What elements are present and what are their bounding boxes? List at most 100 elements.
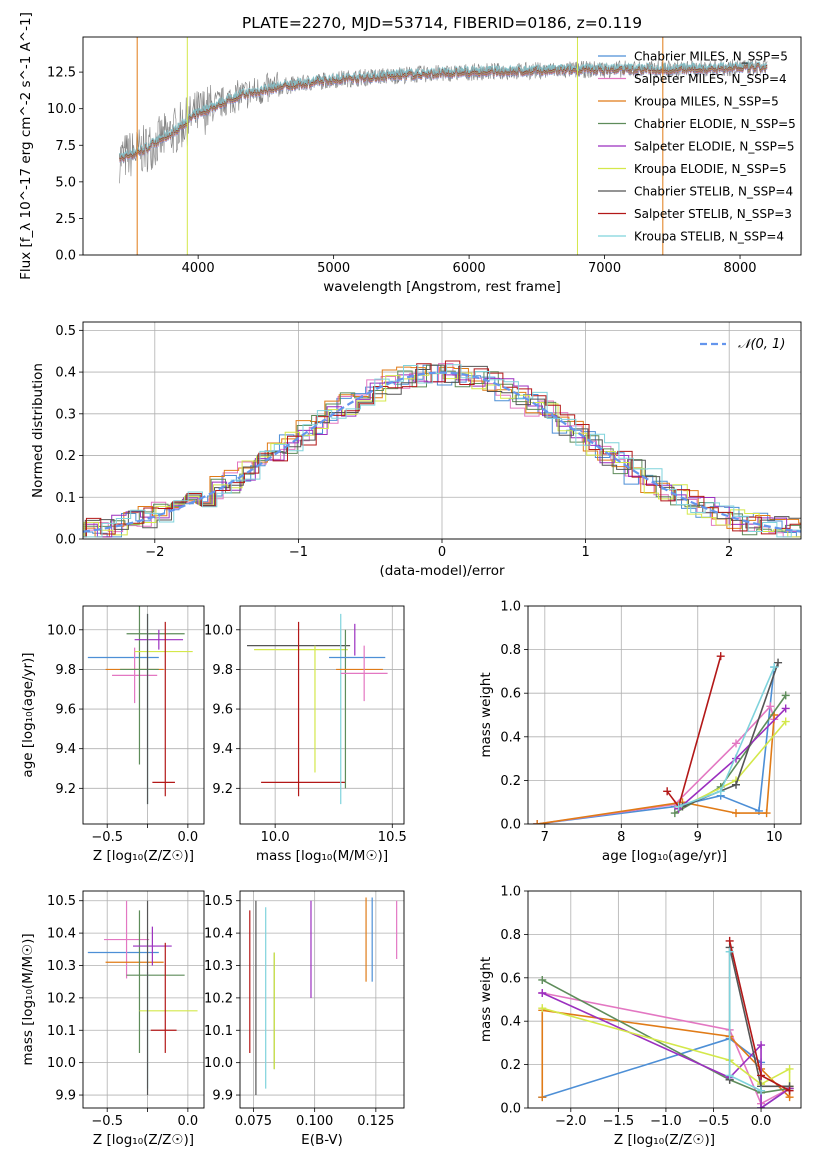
y-tick-label: 0.0	[500, 1102, 521, 1117]
weight-point-marker	[538, 1093, 547, 1102]
weight-point-marker	[538, 975, 547, 984]
error-bars	[249, 897, 398, 1096]
x-tick-label: 0.075	[235, 1114, 272, 1129]
residual-histogram	[83, 374, 801, 538]
weight-point-marker	[538, 988, 547, 997]
weight-point-marker	[732, 739, 740, 748]
weight-point-marker	[725, 936, 734, 945]
legend-label: Chabrier ELODIE, N_SSP=5	[634, 117, 796, 131]
x-tick-label: 9	[694, 830, 702, 845]
legend-label: 𝒩(0, 1)	[738, 337, 785, 352]
y-tick-label: 0.6	[500, 687, 521, 702]
x-tick-label: 0	[438, 545, 446, 560]
x-tick-label: 4000	[182, 261, 215, 276]
weight-series-line	[682, 662, 779, 808]
x-tick-label: 0.100	[296, 1114, 333, 1129]
weight-point-marker	[757, 1071, 766, 1080]
weight-point-marker	[766, 702, 775, 711]
y-tick-label: 9.2	[55, 782, 76, 797]
x-tick-label: 0.0	[178, 830, 199, 845]
residual-histogram	[83, 366, 801, 538]
weight-point-marker	[757, 1104, 766, 1108]
x-tick-label: 8000	[723, 261, 756, 276]
weight-point-marker	[725, 1071, 734, 1080]
legend: Chabrier MILES, N_SSP=5 Salpeter MILES, N…	[598, 50, 796, 244]
y-tick-label: 10.1	[47, 1024, 76, 1039]
y-tick-label: 10.4	[204, 927, 233, 942]
x-tick-label: 7000	[588, 261, 621, 276]
plot-frame	[82, 890, 205, 1109]
y-tick-label: 9.9	[55, 1089, 76, 1104]
weight-lines	[538, 936, 794, 1108]
weight-point-marker	[757, 1041, 766, 1050]
y-tick-label: 10.2	[204, 991, 233, 1006]
y-tick-label: 0.5	[55, 324, 76, 339]
y-tick-label: 9.9	[212, 1089, 233, 1104]
y-tick-label: 0.8	[500, 928, 521, 943]
y-axis-label: Normed distribution	[30, 363, 46, 498]
x-tick-label: −0.5	[91, 830, 123, 845]
weight-vs-Z-panel: −2.0 −1.5 −1.0 −0.5 0.0 0.0 0.2 0.4 0.6 0.8 1.0 Z […	[478, 885, 802, 1148]
y-tick-label: 10.5	[47, 894, 76, 909]
x-tick-label: −2.0	[555, 1114, 587, 1129]
weight-point-marker	[774, 658, 783, 667]
x-tick-label: −2	[145, 545, 164, 560]
x-axis-label: Z [log₁₀(Z/Z☉)]	[93, 1132, 194, 1148]
y-tick-label: 10.0	[47, 1056, 76, 1071]
spectrum-panel: PLATE=2270, MJD=53714, FIBERID=0186, z=0…	[18, 12, 802, 295]
y-tick-label: 10.1	[204, 1024, 233, 1039]
y-tick-label: 10.0	[47, 623, 76, 638]
gaussian-curve	[83, 371, 801, 533]
plot-frame	[82, 321, 802, 540]
y-tick-label: 5.0	[55, 175, 76, 190]
plot-frame	[82, 36, 802, 256]
plot-frame	[239, 605, 405, 825]
plot-frame	[527, 605, 802, 825]
x-tick-label: −1	[289, 545, 308, 560]
x-tick-label: 2	[725, 545, 733, 560]
weight-point-marker	[785, 1086, 794, 1095]
y-tick-label: 9.4	[212, 742, 233, 757]
x-tick-label: 10.5	[378, 830, 407, 845]
x-axis-label: Z [log₁₀(Z/Z☉)]	[93, 848, 194, 864]
y-tick-label: 10.0	[204, 1056, 233, 1071]
weight-point-marker	[781, 717, 790, 726]
legend-label: Salpeter MILES, N_SSP=4	[634, 72, 787, 86]
weight-point-marker	[674, 802, 683, 811]
weight-lines	[533, 652, 790, 824]
mass-vs-Z-panel: −0.5 0.0 9.9 10.0 10.1 10.2 10.3 10.4 10.5 Z [log…	[20, 890, 205, 1148]
weight-series-line	[728, 947, 790, 1088]
weight-series-line	[537, 666, 776, 824]
weight-point-marker	[770, 663, 779, 672]
y-tick-label: 0.1	[55, 491, 76, 506]
residual-histogram	[83, 364, 801, 538]
y-axis-label: mass weight	[478, 672, 494, 757]
x-tick-label: 5000	[317, 261, 350, 276]
weight-point-marker	[732, 780, 740, 789]
y-tick-label: 9.6	[212, 703, 233, 718]
y-tick-label: 0.2	[500, 1058, 521, 1073]
weight-series-line	[541, 979, 790, 1094]
weight-point-marker	[781, 704, 790, 713]
weight-series-line	[542, 992, 790, 1105]
x-tick-label: 0.0	[178, 1114, 199, 1129]
y-axis-label: mass weight	[478, 957, 494, 1042]
error-bars	[87, 606, 193, 805]
residual-histogram	[83, 364, 801, 538]
x-axis-label: mass [log₁₀(M/M☉)]	[256, 848, 388, 864]
y-tick-label: 1.0	[500, 885, 521, 900]
x-tick-label: 0.125	[357, 1114, 394, 1129]
plot-frame	[527, 890, 802, 1109]
y-tick-label: 0.0	[500, 818, 521, 833]
histograms	[83, 360, 801, 538]
legend-label: Kroupa ELODIE, N_SSP=5	[634, 162, 787, 176]
weight-point-marker	[716, 787, 725, 796]
x-axis-label: Z [log₁₀(Z/Z☉)]	[614, 1132, 715, 1148]
y-tick-label: 9.8	[55, 663, 76, 678]
weight-point-marker	[670, 809, 679, 818]
x-axis-label: age [log₁₀(age/yr)]	[602, 848, 727, 864]
weight-point-marker	[732, 809, 740, 818]
error-bars	[247, 613, 388, 805]
x-axis-label: wavelength [Angstrom, rest frame]	[323, 279, 561, 295]
